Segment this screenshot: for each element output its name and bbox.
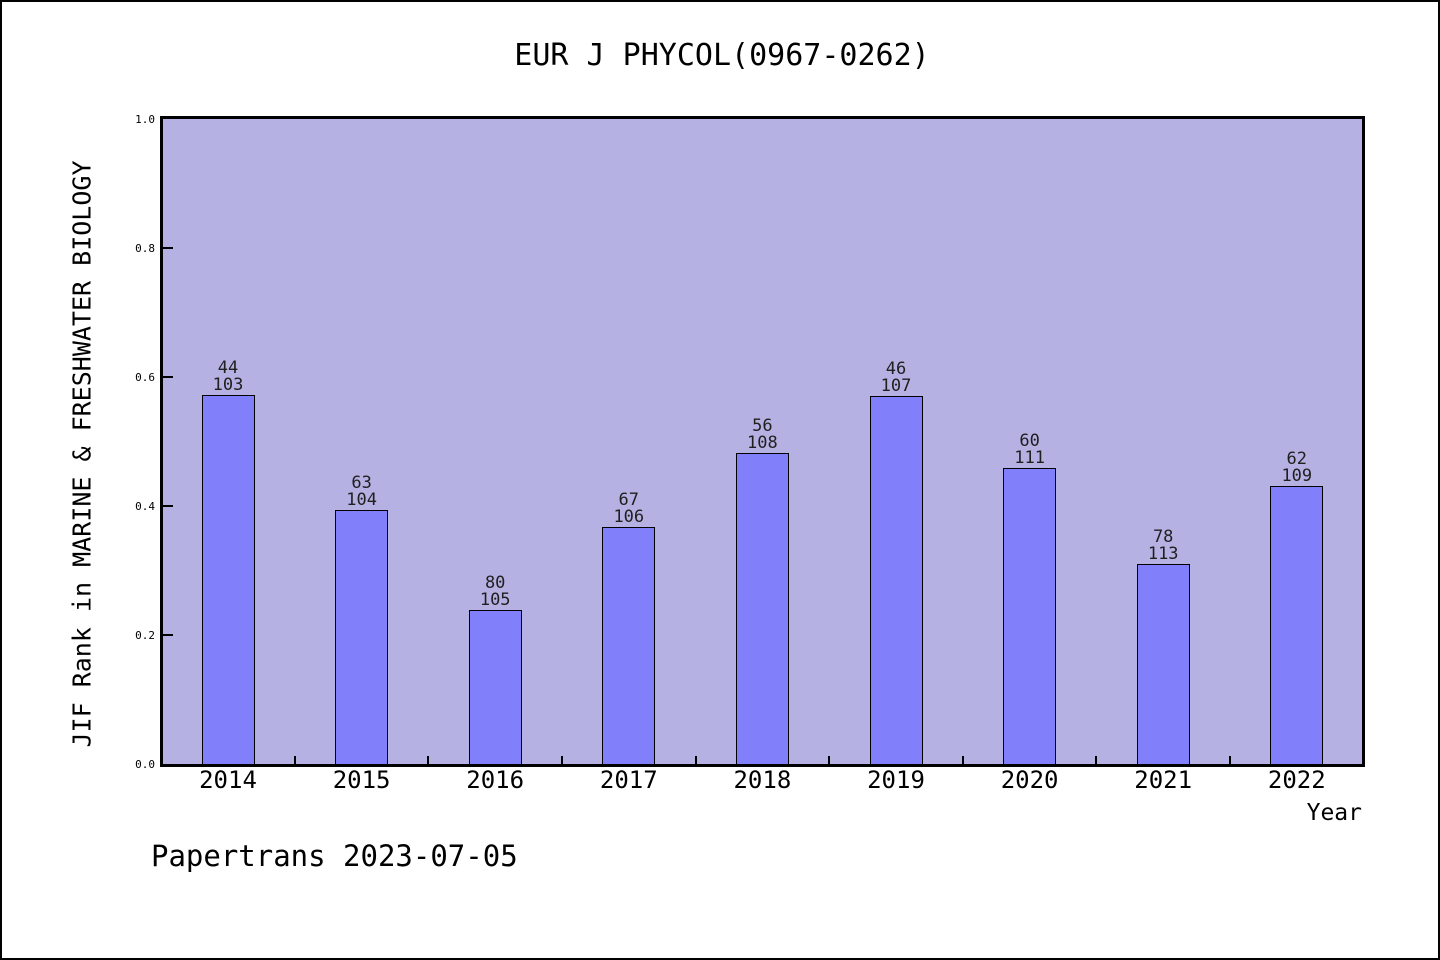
x-minor-tick [828, 756, 831, 764]
x-minor-tick [427, 756, 430, 764]
bar [1136, 564, 1190, 764]
x-minor-tick [561, 756, 563, 764]
y-tick-label: 0.4 [135, 500, 155, 513]
x-tick-label: 2014 [199, 766, 257, 794]
footer-watermark: Papertrans 2023-07-05 [151, 839, 518, 873]
x-minor-tick [694, 756, 697, 764]
x-tick-label: 2018 [733, 766, 792, 794]
chart-title: EUR J PHYCOL(0967-0262) [514, 38, 930, 73]
x-tick-label: 2020 [1000, 766, 1059, 794]
bar [468, 610, 522, 764]
y-tick-mark [163, 376, 173, 378]
x-minor-tick [1095, 756, 1098, 764]
x-tick-label: 2017 [599, 766, 658, 794]
bar [1270, 486, 1324, 764]
bar-value-label: 56 108 [747, 416, 778, 453]
bar-value-label: 78 113 [1147, 527, 1179, 564]
bar-value-label: 62 109 [1281, 449, 1313, 486]
x-minor-tick [961, 756, 964, 764]
plot-area: 44 103 63 104 80 105 67 106 56 108 46 107 60 1… [160, 116, 1365, 767]
bar [735, 453, 789, 764]
x-tick-label: 2015 [332, 766, 391, 794]
bar [1003, 468, 1057, 764]
y-tick-mark [163, 634, 173, 636]
bar [335, 510, 389, 764]
y-tick-mark [163, 505, 173, 507]
bar [869, 396, 923, 764]
bar-value-label: 80 105 [479, 573, 511, 610]
x-axis-label: Year [1306, 800, 1362, 826]
x-tick-label: 2021 [1134, 766, 1193, 794]
x-tick-label: 2016 [466, 766, 525, 794]
bar-value-label: 60 111 [1014, 431, 1045, 468]
y-tick-label: 0.2 [135, 629, 155, 642]
x-minor-tick [293, 756, 296, 764]
y-tick-label: 1.0 [135, 113, 155, 126]
y-tick-label: 0.8 [135, 242, 155, 255]
bar [602, 527, 656, 764]
bar-value-label: 46 107 [880, 359, 912, 396]
x-tick-label: 2019 [867, 766, 925, 794]
x-tick-label: 2022 [1267, 766, 1326, 794]
y-axis-label: JIF Rank in MARINE & FRESHWATER BIOLOGY [67, 160, 97, 748]
bar-value-label: 44 103 [212, 358, 244, 395]
y-tick-label: 0.0 [135, 758, 155, 771]
bar-value-label: 67 106 [613, 490, 645, 527]
bar-value-label: 63 104 [346, 473, 377, 510]
y-tick-mark [163, 247, 173, 249]
bar [201, 395, 255, 764]
y-tick-label: 0.6 [135, 371, 155, 384]
x-minor-tick [1229, 756, 1231, 764]
